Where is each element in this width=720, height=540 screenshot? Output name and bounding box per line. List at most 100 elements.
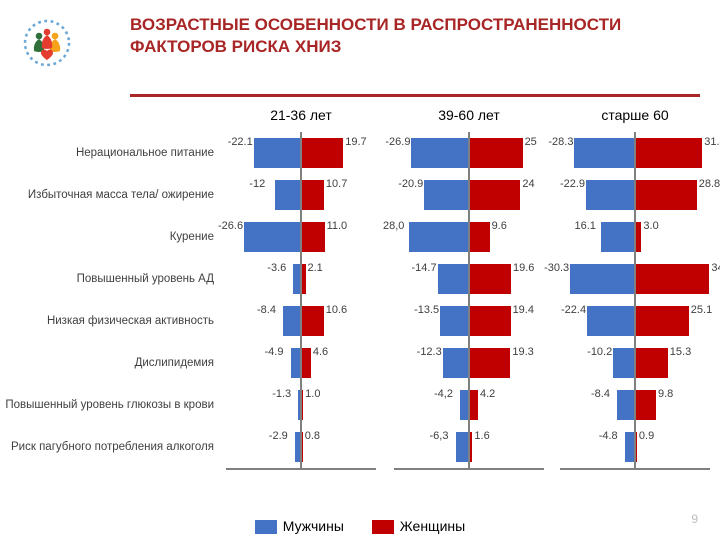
value-women: 9.6: [492, 222, 516, 232]
category-label: Повышенный уровень АД: [0, 258, 220, 300]
value-men: -12: [249, 180, 273, 190]
value-men: -28.3: [548, 138, 572, 148]
axis-baseline: [394, 468, 544, 470]
panel-title: 39-60 лет: [394, 108, 544, 122]
category-label: Риск пагубного потребления алкоголя: [0, 426, 220, 468]
value-women: 4.6: [313, 348, 337, 358]
value-men: -8.4: [591, 390, 615, 400]
value-men: -4.9: [265, 348, 289, 358]
axis-baseline: [226, 468, 376, 470]
bar-men: [440, 306, 469, 335]
category-labels: Нерациональное питаниеИзбыточная масса т…: [0, 132, 220, 468]
bar-men: [587, 306, 635, 335]
bar-men: [438, 264, 470, 293]
value-men: -26.6: [218, 222, 242, 232]
bar-women: [469, 222, 490, 251]
bar-men: [570, 264, 635, 293]
axis-vline: [634, 132, 636, 468]
bar-women: [635, 390, 656, 419]
value-women: 0.8: [305, 432, 329, 442]
value-men: -6,3: [430, 432, 454, 442]
value-women: 19.7: [345, 138, 369, 148]
value-women: 25.1: [691, 306, 715, 316]
value-women: 34.7: [711, 264, 720, 274]
value-men: -8.4: [257, 306, 281, 316]
value-women: 1.6: [474, 432, 498, 442]
bar-women: [635, 348, 668, 377]
bar-men: [617, 390, 635, 419]
axis-vline: [300, 132, 302, 468]
value-women: 19.4: [513, 306, 537, 316]
bar-men: [244, 222, 301, 251]
value-men: -4,2: [434, 390, 458, 400]
value-men: -10.2: [587, 348, 611, 358]
value-men: -22.4: [561, 306, 585, 316]
value-men: -13.5: [414, 306, 438, 316]
bar-men: [424, 180, 469, 209]
bar-men: [586, 180, 635, 209]
bar-women: [469, 138, 523, 167]
value-women: 25: [525, 138, 549, 148]
bar-women: [635, 222, 641, 251]
bar-women: [635, 264, 709, 293]
bar-women: [635, 138, 702, 167]
legend-men: Мужчины: [255, 518, 344, 534]
logo: [22, 18, 72, 68]
value-women: 10.6: [326, 306, 350, 316]
page-title: ВОЗРАСТНЫЕ ОСОБЕННОСТИ В РАСПРОСТРАНЕННО…: [130, 14, 690, 58]
value-women: 11.0: [327, 222, 351, 232]
value-women: 19.6: [513, 264, 537, 274]
value-men: -1.3: [272, 390, 296, 400]
bar-women: [469, 348, 510, 377]
bar-men: [254, 138, 301, 167]
bar-women: [301, 306, 324, 335]
legend-women-swatch: [372, 520, 394, 534]
bar-women: [301, 180, 324, 209]
value-women: 3.0: [643, 222, 667, 232]
value-men: -22.1: [228, 138, 252, 148]
category-label: Курение: [0, 216, 220, 258]
bar-men: [574, 138, 635, 167]
category-label: Повышенный уровень глюкозы в крови: [0, 384, 220, 426]
bar-women: [301, 348, 311, 377]
value-men: 16.1: [575, 222, 599, 232]
bar-women: [635, 180, 697, 209]
value-men: -14.7: [412, 264, 436, 274]
value-men: -2.9: [269, 432, 293, 442]
value-women: 10.7: [326, 180, 350, 190]
category-label: Избыточная масса тела/ ожирение: [0, 174, 220, 216]
panel-title: старше 60: [560, 108, 710, 122]
value-women: 19.3: [512, 348, 536, 358]
bar-men: [275, 180, 301, 209]
value-men: -4.8: [599, 432, 623, 442]
axis-vline: [468, 132, 470, 468]
bar-men: [411, 138, 469, 167]
legend: Мужчины Женщины: [0, 518, 720, 534]
value-women: 9.8: [658, 390, 682, 400]
bar-men: [601, 222, 636, 251]
value-women: 2.1: [308, 264, 332, 274]
bar-women: [469, 390, 478, 419]
value-men: -22.9: [560, 180, 584, 190]
value-women: 0.9: [639, 432, 663, 442]
bar-women: [635, 306, 689, 335]
value-men: 28,0: [383, 222, 407, 232]
value-women: 15.3: [670, 348, 694, 358]
bar-women: [469, 180, 520, 209]
legend-men-label: Мужчины: [283, 518, 344, 534]
axis-baseline: [560, 468, 710, 470]
panel-title: 21-36 лет: [226, 108, 376, 122]
value-women: 1.0: [305, 390, 329, 400]
value-men: -12.3: [417, 348, 441, 358]
value-men: -26.9: [385, 138, 409, 148]
legend-women: Женщины: [372, 518, 465, 534]
bar-women: [469, 306, 511, 335]
bar-men: [409, 222, 469, 251]
bar-men: [613, 348, 635, 377]
value-women: 4.2: [480, 390, 504, 400]
value-women: 31.4: [704, 138, 720, 148]
bar-men: [283, 306, 301, 335]
bar-women: [469, 264, 511, 293]
value-men: -20.9: [398, 180, 422, 190]
bar-men: [443, 348, 469, 377]
